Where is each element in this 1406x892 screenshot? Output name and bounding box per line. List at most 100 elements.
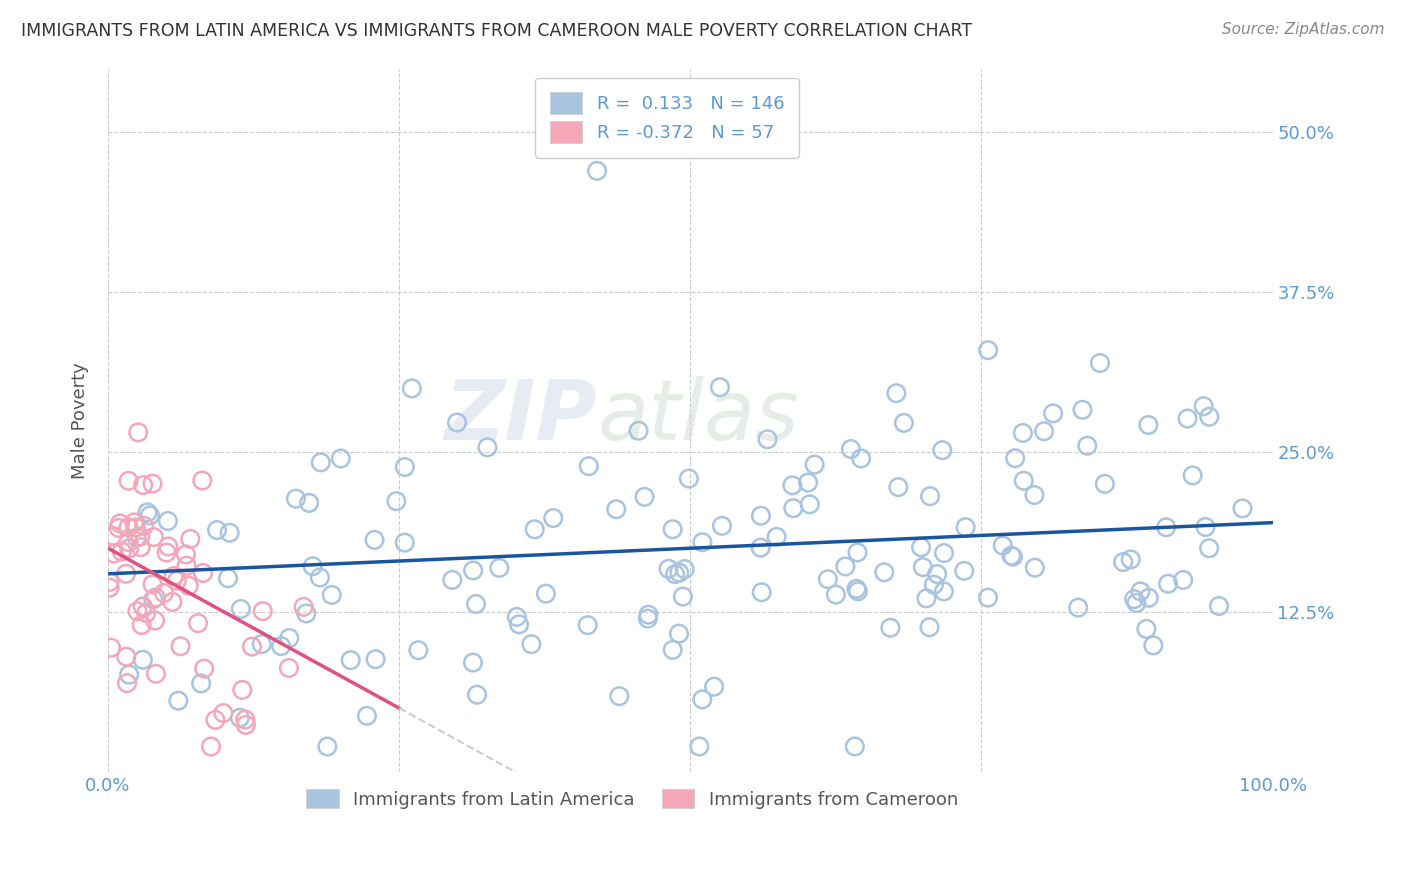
Point — [1125, 596, 1147, 610]
Point — [179, 532, 201, 546]
Point — [541, 511, 564, 525]
Point — [607, 689, 630, 703]
Point — [953, 564, 976, 578]
Point — [103, 546, 125, 560]
Point — [292, 599, 315, 614]
Point — [506, 610, 529, 624]
Point — [1094, 476, 1116, 491]
Point — [118, 535, 141, 549]
Point — [461, 656, 484, 670]
Point — [139, 508, 162, 523]
Point — [108, 516, 131, 531]
Point — [1112, 555, 1135, 569]
Point — [252, 604, 274, 618]
Point — [927, 566, 949, 581]
Point — [692, 692, 714, 706]
Point — [142, 592, 165, 607]
Point — [749, 541, 772, 555]
Point — [129, 540, 152, 554]
Point — [605, 502, 627, 516]
Point — [115, 649, 138, 664]
Point — [166, 574, 188, 588]
Point — [1000, 549, 1022, 563]
Y-axis label: Male Poverty: Male Poverty — [72, 362, 89, 479]
Point — [1123, 592, 1146, 607]
Point — [125, 531, 148, 545]
Point — [117, 474, 139, 488]
Point — [218, 525, 240, 540]
Point — [122, 516, 145, 530]
Point — [661, 522, 683, 536]
Point — [363, 533, 385, 547]
Point — [977, 591, 1000, 605]
Point — [157, 540, 180, 554]
Point — [1232, 501, 1254, 516]
Point — [250, 637, 273, 651]
Point — [824, 588, 846, 602]
Point — [145, 591, 167, 605]
Point — [576, 618, 599, 632]
Point — [477, 440, 499, 454]
Point — [1142, 639, 1164, 653]
Point — [488, 561, 510, 575]
Point — [799, 497, 821, 511]
Point — [1076, 439, 1098, 453]
Point — [1012, 425, 1035, 440]
Point — [1137, 417, 1160, 432]
Point — [155, 546, 177, 560]
Point — [523, 522, 546, 536]
Point — [176, 558, 198, 573]
Point — [1119, 552, 1142, 566]
Point — [231, 682, 253, 697]
Point — [235, 718, 257, 732]
Point — [710, 519, 733, 533]
Point — [672, 590, 695, 604]
Point — [765, 530, 787, 544]
Point — [394, 460, 416, 475]
Point — [578, 459, 600, 474]
Point — [98, 574, 121, 589]
Point — [142, 577, 165, 591]
Point — [321, 588, 343, 602]
Point — [132, 599, 155, 614]
Point — [233, 713, 256, 727]
Point — [918, 620, 941, 634]
Point — [135, 606, 157, 620]
Point — [887, 480, 910, 494]
Point — [278, 661, 301, 675]
Point — [190, 676, 212, 690]
Point — [191, 474, 214, 488]
Point — [205, 523, 228, 537]
Point — [1208, 599, 1230, 613]
Point — [1129, 584, 1152, 599]
Point — [1137, 591, 1160, 605]
Point — [709, 380, 731, 394]
Point — [1024, 488, 1046, 502]
Point — [1181, 468, 1204, 483]
Point — [162, 595, 184, 609]
Point — [1173, 573, 1195, 587]
Point — [893, 416, 915, 430]
Point — [136, 505, 159, 519]
Point — [141, 476, 163, 491]
Point — [931, 443, 953, 458]
Point — [782, 478, 804, 492]
Point — [132, 519, 155, 533]
Point — [879, 621, 901, 635]
Point — [118, 667, 141, 681]
Point — [441, 573, 464, 587]
Point — [364, 652, 387, 666]
Point — [118, 541, 141, 556]
Point — [932, 584, 955, 599]
Point — [508, 617, 530, 632]
Point — [749, 508, 772, 523]
Point — [673, 562, 696, 576]
Point — [688, 739, 710, 754]
Point — [657, 562, 679, 576]
Point — [1042, 406, 1064, 420]
Point — [463, 564, 485, 578]
Point — [834, 559, 856, 574]
Point — [1135, 622, 1157, 636]
Point — [977, 343, 1000, 358]
Point — [1004, 451, 1026, 466]
